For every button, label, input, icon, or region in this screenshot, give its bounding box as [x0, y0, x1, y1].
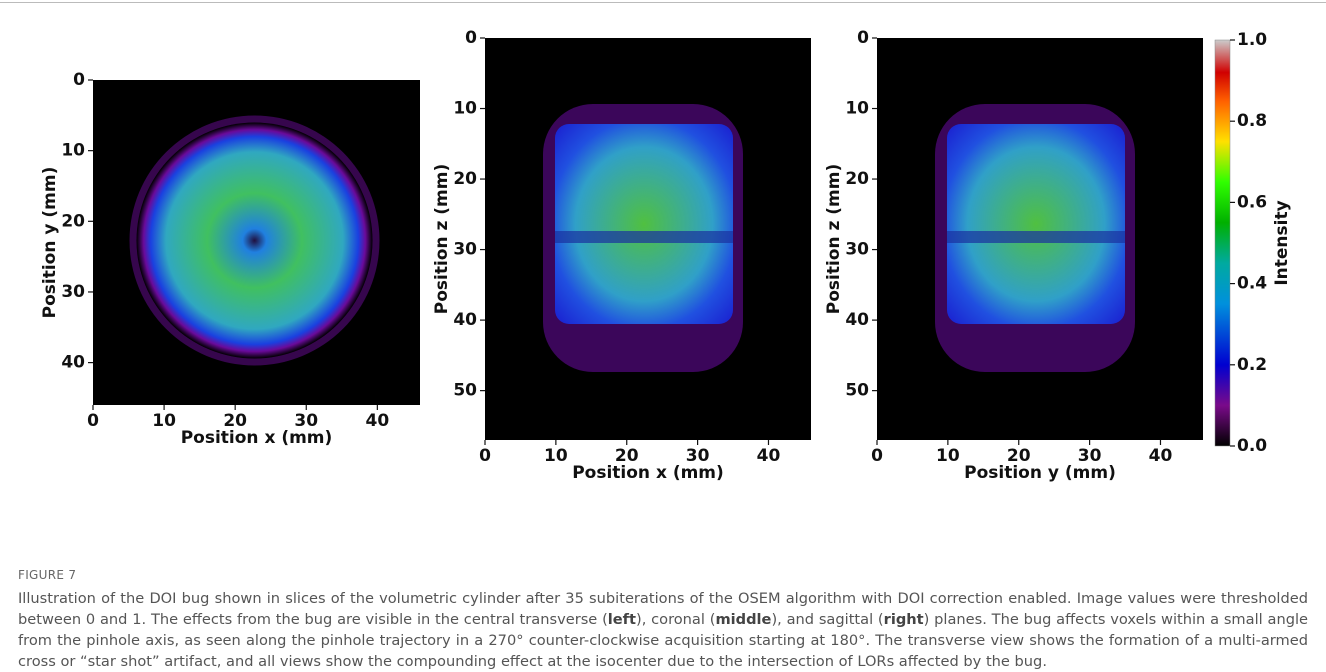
y-tick-label: 30 [845, 240, 869, 260]
y-axis-label: Position y (mm) [40, 167, 60, 319]
y-tick-label: 20 [61, 211, 85, 231]
y-tick-label: 0 [857, 28, 869, 48]
figure-label: FIGURE 7 [18, 568, 77, 582]
x-tick-label: 0 [479, 446, 491, 466]
y-tick-label: 40 [453, 310, 477, 330]
x-tick-label: 0 [87, 411, 99, 431]
caption-emphasis: middle [715, 611, 772, 628]
x-tick-label: 30 [1078, 446, 1102, 466]
figure: 0 10 20 30 40 0 10 20 30 40 Position x (mm) Positio… [40, 28, 1292, 483]
caption-text: ), and sagittal ( [771, 611, 884, 628]
colorbar-tick-label: 0.6 [1237, 192, 1267, 212]
y-tick-label: 20 [845, 169, 869, 189]
heatmap-band [555, 231, 733, 243]
x-tick-label: 20 [1007, 446, 1031, 466]
x-tick-label: 20 [615, 446, 639, 466]
y-axis-label: Position z (mm) [432, 164, 452, 315]
y-tick-label: 50 [845, 381, 869, 401]
colorbar-label: Intensity [1272, 200, 1292, 285]
caption-text: ), coronal ( [636, 611, 716, 628]
caption-text: ) planes. The bug affects voxels within … [18, 611, 1308, 670]
y-tick-label: 30 [453, 240, 477, 260]
colorbar-tick-label: 0.2 [1237, 355, 1267, 375]
y-tick-label: 40 [845, 310, 869, 330]
colorbar-tick-label: 0.8 [1237, 111, 1267, 131]
y-tick-label: 0 [465, 28, 477, 48]
top-rule [0, 2, 1326, 3]
y-tick-label: 30 [61, 282, 85, 302]
y-tick-label: 20 [453, 169, 477, 189]
colorbar-tick-label: 0.0 [1237, 436, 1267, 456]
x-tick-label: 40 [366, 411, 390, 431]
x-axis-label: Position x (mm) [181, 428, 333, 448]
y-tick-label: 50 [453, 381, 477, 401]
y-tick-label: 10 [845, 99, 869, 119]
heatmap-block [947, 124, 1125, 324]
x-tick-label: 10 [936, 446, 960, 466]
y-tick-label: 40 [61, 353, 85, 373]
heatmap-block [555, 124, 733, 324]
x-tick-label: 10 [544, 446, 568, 466]
x-tick-label: 30 [686, 446, 710, 466]
x-tick-label: 40 [1149, 446, 1173, 466]
caption-emphasis: left [607, 611, 636, 628]
x-tick-label: 30 [294, 411, 318, 431]
colorbar-tick-label: 0.4 [1237, 274, 1267, 294]
y-tick-label: 10 [61, 141, 85, 161]
colorbar [1214, 39, 1231, 447]
y-axis-label: Position z (mm) [824, 164, 844, 315]
x-tick-label: 20 [223, 411, 247, 431]
x-axis-label: Position x (mm) [572, 463, 724, 483]
x-axis-label: Position y (mm) [964, 463, 1116, 483]
heatmap-disc [136, 122, 373, 359]
x-tick-label: 10 [152, 411, 176, 431]
figure-caption: Illustration of the DOI bug shown in sli… [18, 588, 1308, 672]
x-tick-label: 0 [871, 446, 883, 466]
heatmap-band [947, 231, 1125, 243]
colorbar-tick-label: 1.0 [1237, 30, 1267, 50]
y-tick-label: 0 [73, 70, 85, 90]
caption-text: Illustration of the DOI bug shown in sli… [18, 590, 1308, 628]
x-tick-label: 40 [757, 446, 781, 466]
y-tick-label: 10 [453, 99, 477, 119]
caption-emphasis: right [883, 611, 924, 628]
